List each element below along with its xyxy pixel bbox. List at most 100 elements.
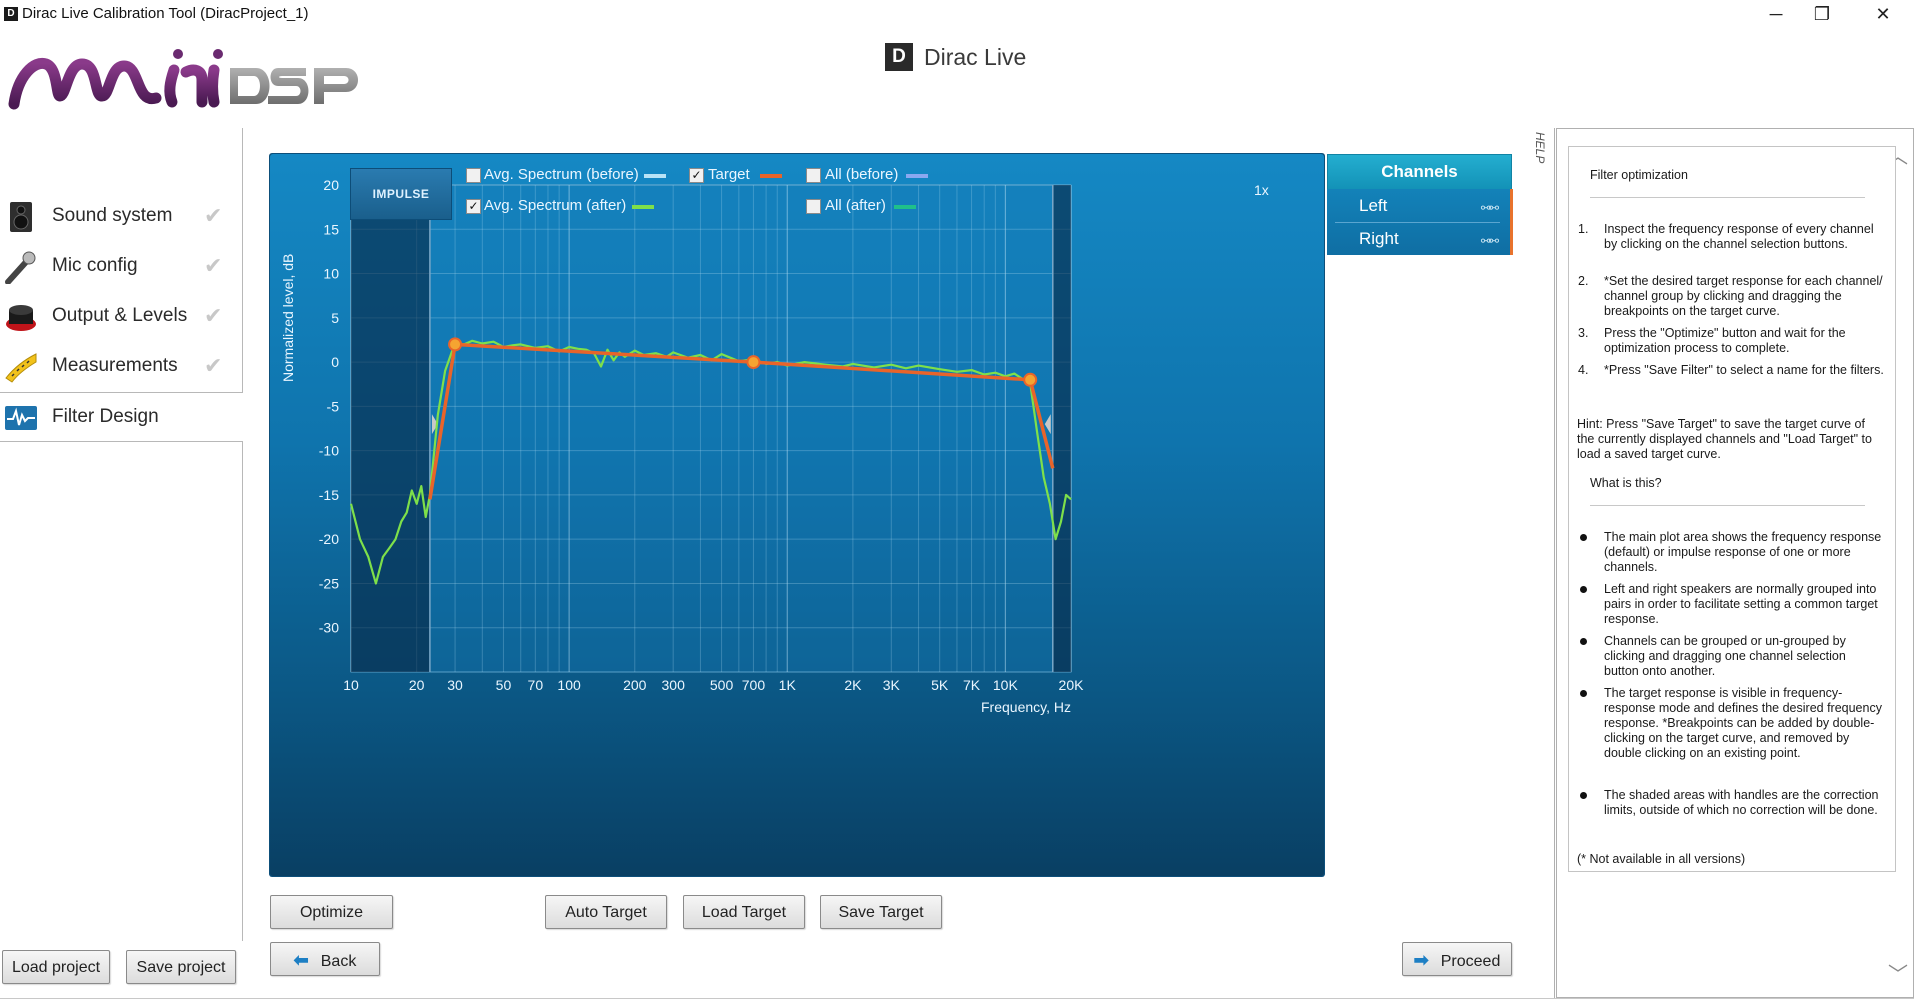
all-before-checkbox[interactable]	[806, 168, 821, 183]
save-target-button[interactable]: Save Target	[820, 895, 942, 929]
scroll-down-icon[interactable]: ﹀	[1888, 964, 1908, 986]
link-icon: ⚯⚯	[1480, 234, 1499, 248]
sidebar-item-mic-config[interactable]: Mic config ✔	[0, 242, 242, 290]
target-checkbox[interactable]: ✓	[689, 168, 704, 183]
legend-all-after: All (after)	[825, 197, 886, 214]
y-tick-label: 0	[331, 354, 339, 370]
target-breakpoint[interactable]	[746, 355, 761, 370]
y-tick-label: -15	[319, 487, 339, 503]
maximize-button[interactable]: ❐	[1813, 4, 1831, 24]
channel-label: Right	[1359, 229, 1399, 248]
microphone-icon	[5, 251, 36, 284]
proceed-button[interactable]: ➡ Proceed	[1402, 942, 1512, 976]
help-step: Press the "Optimize" button and wait for…	[1604, 326, 1846, 355]
avg-spectrum-after-curve	[349, 339, 1072, 585]
checkmark-icon: ✔	[204, 253, 223, 278]
correction-limit-low-handle[interactable]	[431, 414, 438, 435]
back-button[interactable]: ⬅ Back	[270, 942, 380, 976]
load-project-button[interactable]: Load project	[2, 950, 110, 984]
sidebar-item-measurements[interactable]: Measurements ✔	[0, 342, 242, 390]
auto-target-button[interactable]: Auto Target	[545, 895, 667, 929]
avg-spectrum-after-checkbox[interactable]: ✓	[466, 199, 481, 214]
checkmark-icon: ✔	[204, 353, 223, 378]
legend-all-before: All (before)	[825, 166, 899, 183]
help-bullet-item: Channels can be grouped or un-grouped by…	[1604, 634, 1846, 678]
help-divider	[1554, 128, 1555, 998]
help-step-number: 4.	[1578, 363, 1589, 377]
x-tick-label: 70	[528, 677, 544, 693]
sidebar-item-output-levels[interactable]: Output & Levels ✔	[0, 292, 242, 340]
correction-limit-high-shade	[1052, 185, 1071, 672]
dirac-live-wordmark: Dirac Live	[924, 44, 1027, 70]
x-tick-label: 2K	[844, 677, 862, 693]
sidebar-item-label: Output & Levels	[52, 305, 188, 326]
what-is-this-link[interactable]: What is this?	[1590, 476, 1662, 490]
sidebar-item-filter-design[interactable]: Filter Design	[0, 392, 242, 442]
back-label: Back	[320, 953, 357, 970]
channels-header: Channels	[1327, 154, 1512, 190]
x-tick-label: 500	[710, 677, 734, 693]
tape-measure-icon	[5, 353, 37, 383]
window-bottom-border	[0, 998, 1914, 999]
title-bar	[0, 0, 1914, 28]
optimize-button[interactable]: Optimize	[270, 895, 393, 929]
x-tick-label: 20	[409, 677, 425, 693]
x-tick-label: 700	[742, 677, 766, 693]
help-rule	[1590, 197, 1865, 198]
channel-list: Left ⚯⚯ Right ⚯⚯	[1327, 189, 1513, 255]
app-icon: D	[4, 7, 18, 21]
x-tick-label: 1K	[779, 677, 797, 693]
save-project-button[interactable]: Save project	[126, 950, 236, 984]
all-after-checkbox[interactable]	[806, 199, 821, 214]
frequency-response-plot[interactable]	[270, 154, 1324, 876]
help-tab-label: HELP	[1533, 132, 1547, 163]
zoom-level[interactable]: 1x	[1254, 182, 1269, 198]
sidebar-item-label: Sound system	[52, 205, 173, 226]
load-target-button[interactable]: Load Target	[683, 895, 805, 929]
target-breakpoint[interactable]	[448, 337, 463, 352]
help-step: *Set the desired target response for eac…	[1604, 274, 1883, 318]
sidebar-divider	[242, 441, 243, 941]
legend-swatch	[644, 174, 666, 178]
impulse-toggle-button[interactable]: IMPULSE	[350, 168, 452, 220]
bullet-icon	[1580, 638, 1587, 645]
channel-left-button[interactable]: Left ⚯⚯	[1327, 190, 1507, 222]
sidebar-item-sound-system[interactable]: Sound system ✔	[0, 192, 242, 240]
close-button[interactable]: ✕	[1875, 4, 1891, 24]
minimize-button[interactable]: ─	[1769, 4, 1783, 24]
legend-avg-spectrum-before: Avg. Spectrum (before)	[484, 166, 639, 183]
x-tick-label: 50	[496, 677, 512, 693]
y-axis-label: Normalized level, dB	[280, 254, 296, 382]
x-tick-label: 10	[343, 677, 359, 693]
help-bullet-item: Left and right speakers are normally gro…	[1604, 582, 1878, 626]
help-bullet-item: The main plot area shows the frequency r…	[1604, 530, 1882, 574]
channel-right-button[interactable]: Right ⚯⚯	[1327, 223, 1507, 255]
y-tick-label: 20	[323, 177, 339, 193]
link-icon: ⚯⚯	[1480, 201, 1499, 215]
x-tick-label: 7K	[963, 677, 981, 693]
x-axis-label: Frequency, Hz	[981, 699, 1071, 715]
correction-limit-high-handle[interactable]	[1044, 414, 1051, 435]
legend-swatch	[906, 174, 928, 178]
plot-area	[350, 184, 1072, 673]
checkmark-icon: ✔	[204, 303, 223, 328]
proceed-label: Proceed	[1440, 953, 1501, 970]
proceed-arrow-icon: ➡	[1413, 950, 1429, 970]
waveform-icon	[5, 406, 37, 430]
help-step: *Press "Save Filter" to select a name fo…	[1604, 363, 1884, 377]
y-tick-label: 10	[323, 266, 339, 282]
bullet-icon	[1580, 534, 1587, 541]
wizard-sidebar: Sound system ✔ Mic config ✔ Output & Lev…	[0, 128, 243, 788]
help-tab[interactable]: HELP	[1530, 128, 1552, 188]
bullet-icon	[1580, 792, 1587, 799]
sidebar-divider	[242, 128, 243, 393]
help-rule	[1590, 505, 1865, 506]
back-arrow-icon: ⬅	[293, 950, 309, 970]
y-tick-label: 5	[331, 310, 339, 326]
help-hint: Hint: Press "Save Target" to save the ta…	[1577, 417, 1872, 461]
avg-spectrum-before-checkbox[interactable]	[466, 168, 481, 183]
target-breakpoint[interactable]	[1023, 372, 1038, 387]
window-title: Dirac Live Calibration Tool (DiracProjec…	[22, 5, 309, 22]
sidebar-item-label: Measurements	[52, 355, 178, 376]
